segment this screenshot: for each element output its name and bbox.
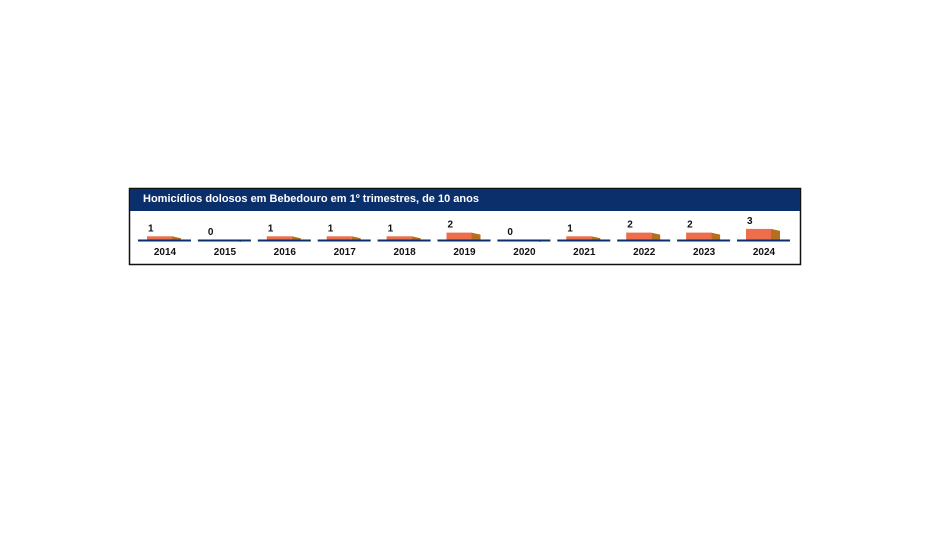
x-tick-label: 2016 xyxy=(274,247,297,258)
bar xyxy=(626,232,652,240)
value-label: 3 xyxy=(747,216,753,227)
bar xyxy=(266,236,292,240)
bar-side xyxy=(771,228,780,240)
bar xyxy=(147,236,172,240)
value-label: 0 xyxy=(208,227,214,238)
bar-side xyxy=(411,236,421,240)
value-label: 1 xyxy=(268,223,274,234)
x-tick-label: 2015 xyxy=(214,247,237,258)
x-tick-label: 2018 xyxy=(393,247,416,258)
bar xyxy=(386,236,412,240)
x-tick-label: 2019 xyxy=(453,247,476,258)
bar-side xyxy=(291,236,301,240)
bar-side xyxy=(711,232,721,240)
value-label: 1 xyxy=(148,223,154,234)
bar xyxy=(746,228,771,240)
bar-side xyxy=(471,232,481,240)
value-label: 2 xyxy=(627,220,633,231)
x-tick-label: 2020 xyxy=(513,247,536,258)
x-tick-label: 2023 xyxy=(693,247,716,258)
bar-side xyxy=(651,232,661,240)
chart-title: Homicídios dolosos em Bebedouro em 1º tr… xyxy=(143,193,479,205)
title-bar xyxy=(130,189,800,211)
x-tick-label: 2021 xyxy=(573,247,596,258)
bar xyxy=(566,236,592,240)
bar-side xyxy=(172,236,181,240)
bar-side xyxy=(351,236,361,240)
x-tick-label: 2014 xyxy=(154,247,177,258)
value-label: 0 xyxy=(507,227,513,238)
value-label: 2 xyxy=(687,220,693,231)
x-tick-label: 2022 xyxy=(633,247,656,258)
x-tick-label: 2024 xyxy=(753,247,776,258)
value-label: 1 xyxy=(388,223,394,234)
bar xyxy=(686,232,712,240)
value-label: 1 xyxy=(567,223,573,234)
x-tick-label: 2017 xyxy=(334,247,357,258)
value-label: 1 xyxy=(328,223,334,234)
value-label: 2 xyxy=(448,220,454,231)
bar xyxy=(446,232,472,240)
bar-side xyxy=(591,236,601,240)
bar xyxy=(326,236,352,240)
